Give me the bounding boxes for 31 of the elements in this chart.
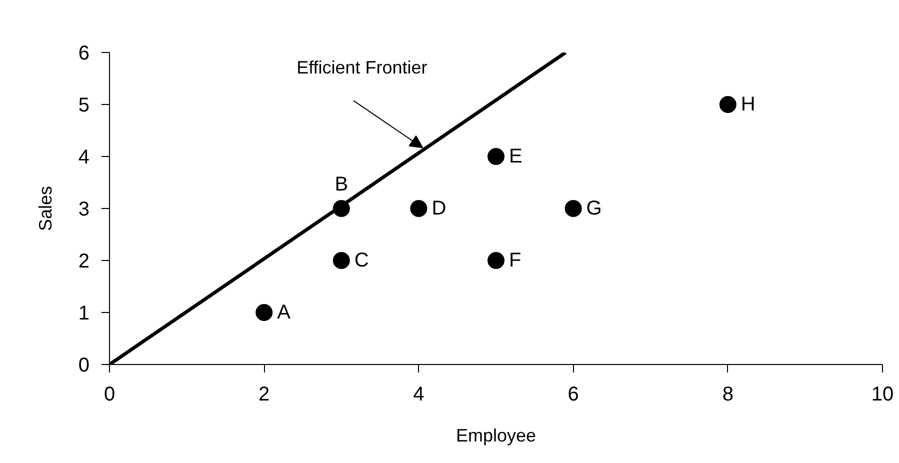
annotation: Efficient Frontier [296,58,428,78]
y-tick-label: 5 [78,94,90,116]
y-axis-title: Sales [35,186,56,232]
x-tick-label: 2 [258,384,270,406]
x-tick-label: 0 [104,384,116,406]
point [719,96,736,113]
y-tick-label: 3 [78,198,90,220]
x-tick-label: 4 [413,384,424,406]
y-tick-label: 6 [78,42,90,64]
point [256,304,273,321]
x-tick-label: 8 [722,384,734,406]
annotation: A [277,302,292,324]
annotation: C [354,250,369,272]
y-tick-label: 0 [78,354,90,376]
x-tick-label: 10 [871,384,894,406]
point [488,252,504,269]
annotation: E [509,146,522,168]
annotation: H [740,94,756,116]
point [410,200,428,217]
x-axis-title: Employee [456,426,536,446]
y-tick-label: 4 [78,146,90,168]
annotation: F [509,250,522,272]
point [488,148,504,165]
annotation: G [586,198,602,220]
annotation: B [334,174,348,196]
y-tick-label: 2 [78,250,90,272]
annotation: D [432,198,446,220]
point [564,200,582,217]
y-tick-label: 1 [78,302,90,324]
x-tick-label: 6 [568,384,579,406]
point [332,252,350,269]
